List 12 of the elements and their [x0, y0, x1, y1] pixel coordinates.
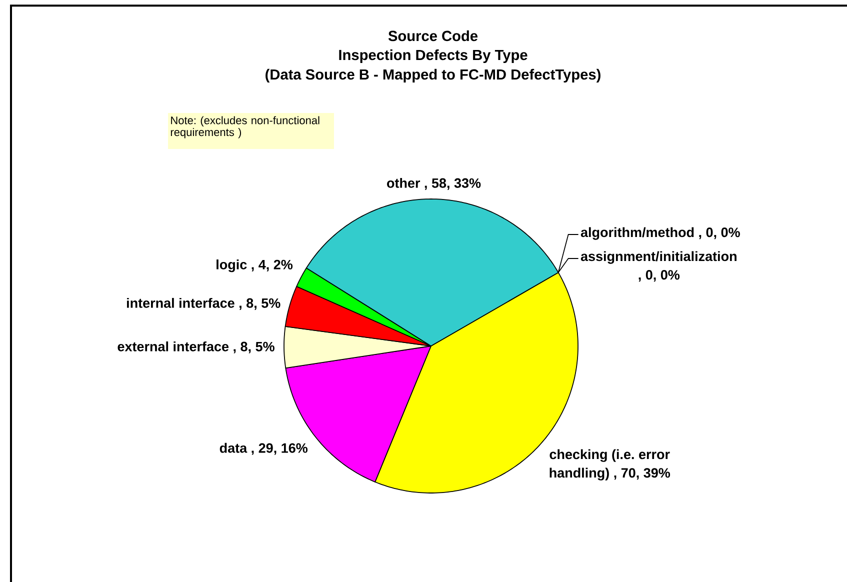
- text: (Data Source B - Mapped to FC-MD DefectTypes): [266, 68, 600, 83]
- chart-subtitle: Inspection Defects By Type: [339, 49, 528, 64]
- slice-label: data , 29, 16%: [220, 442, 308, 455]
- slice-label: other , 58, 33%: [387, 178, 481, 190]
- text: Note: (excludes non-functional requirements ): [170, 116, 320, 138]
- slice-label: checking (i.e. error handling) , 70, 39%: [550, 449, 670, 480]
- category-label: assignment/initialization , 0, 0%: [580, 251, 736, 282]
- slice-label: logic , 4, 2%: [216, 259, 293, 272]
- chart-title: Source Code: [388, 30, 478, 42]
- slice-label: internal interface , 8, 5%: [127, 298, 280, 310]
- slice-label: external interface , 8, 5%: [118, 341, 274, 354]
- category-label: algorithm/method , 0, 0%: [580, 227, 740, 240]
